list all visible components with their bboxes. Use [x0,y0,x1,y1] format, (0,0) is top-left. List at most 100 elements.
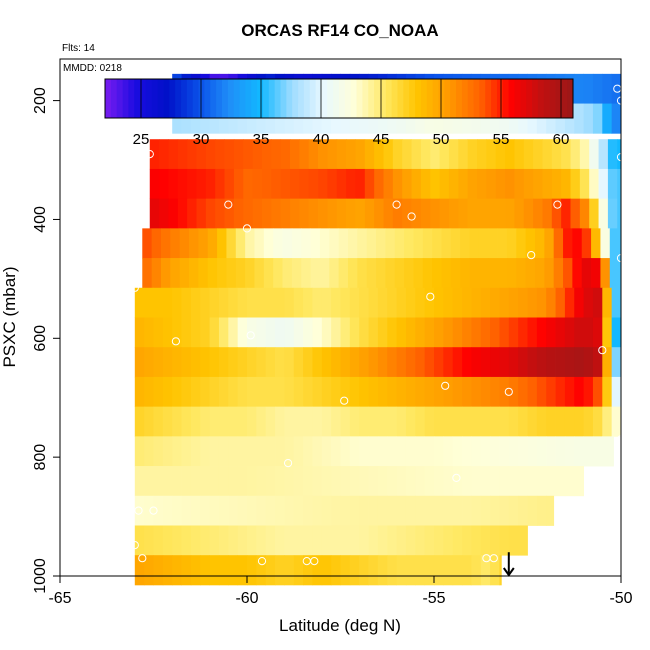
heatmap-cell [527,317,538,348]
heatmap-cell [405,436,416,467]
heatmap-cell [346,168,356,200]
heatmap-cell [516,258,527,289]
heatmap-cell [331,376,341,408]
heatmap-cell [443,525,454,556]
heatmap-cell [299,198,310,229]
heatmap-cell [196,198,207,229]
heatmap-cell [218,376,229,408]
heatmap-cell [458,168,469,200]
heatmap-cell [527,103,538,134]
heatmap-cell [385,228,396,259]
heatmap-cell [592,406,603,437]
heatmap-cell [261,139,272,170]
heatmap-cell [368,555,379,586]
heatmap-cell [385,258,396,289]
heatmap-cell [228,287,239,318]
heatmap-cell [331,317,341,348]
heatmap-cell [564,436,575,467]
sample-point [340,396,349,405]
heatmap-cell [162,287,173,318]
heatmap-cell [374,139,384,170]
heatmap-cell [561,139,571,170]
heatmap-cell [271,168,282,200]
heatmap-cell [404,258,414,289]
heatmap-cell [172,406,182,437]
heatmap-cell [471,525,482,556]
heatmap-cell [224,168,235,200]
heatmap-cell [215,168,225,200]
heatmap-cell [396,103,407,134]
heatmap-cell [570,198,581,229]
heatmap-cell [377,287,388,318]
heatmap-cell [218,103,229,134]
heatmap-cell [284,347,295,378]
heatmap-cell [434,406,444,437]
heatmap-cell [265,466,276,497]
heatmap-cell [508,436,519,467]
heatmap-cell [209,466,220,497]
heatmap-cell [546,466,556,497]
heatmap-cell [439,168,450,200]
heatmap-cell [462,495,472,526]
heatmap-cell [368,376,379,408]
heatmap-cell [209,495,220,526]
heatmap-cell [291,258,302,289]
heatmap-cell [619,258,622,289]
heatmap-cell [256,555,267,586]
heatmap-cell [349,466,360,497]
heatmap-cell [499,436,510,467]
heatmap-cell [592,436,603,467]
heatmap-cell [237,555,248,586]
heatmap-cell [359,525,369,556]
heatmap-cell [583,287,594,318]
heatmap-cell [533,198,543,229]
heatmap-cell [600,258,611,289]
heatmap-cell [224,198,235,229]
heatmap-cell [284,103,295,134]
heatmap-cell [149,139,160,170]
heatmap-cell [368,406,379,437]
heatmap-cell [480,555,491,586]
heatmap-cell [355,139,366,170]
heatmap-cell [153,436,164,467]
heatmap-cell [321,317,332,348]
heatmap-cell [226,228,237,259]
sample-point [257,557,267,566]
sample-point [310,557,319,566]
heatmap-cell [181,525,192,556]
heatmap-cell [619,228,622,259]
heatmap-cell [172,317,182,348]
heatmap-cell [452,525,463,556]
heatmap-cell [200,495,210,526]
heatmap-cell [591,258,601,289]
heatmap-cell [205,168,216,200]
colorbar-swatch [438,79,445,118]
heatmap-cell [508,376,519,408]
heatmap-cell [301,228,311,259]
heatmap-cell [318,139,328,170]
heatmap-cell [448,198,459,229]
colorbar-swatch [409,79,416,118]
heatmap-cell [430,168,441,200]
heatmap-cell [275,103,285,134]
heatmap-cell [200,317,210,348]
heatmap-cell [218,555,229,586]
heatmap-cell [254,258,265,289]
heatmap-cell [546,347,556,378]
heatmap-cell [265,347,276,378]
heatmap-cell [564,466,575,497]
heatmap-cell [462,436,472,467]
heatmap-cell [247,406,257,437]
sample-point [130,541,139,550]
wind-arrow [502,552,515,577]
heatmap-cell [172,347,182,378]
heatmap-cell [340,317,351,348]
heatmap-cell [490,555,500,586]
heatmap-cell [469,258,480,289]
heatmap-cell [237,317,248,348]
heatmap-cell [310,258,321,289]
heatmap-cell [181,406,192,437]
heatmap-cell [555,406,566,437]
colorbar-swatch [157,79,164,118]
sample-point [452,473,461,482]
